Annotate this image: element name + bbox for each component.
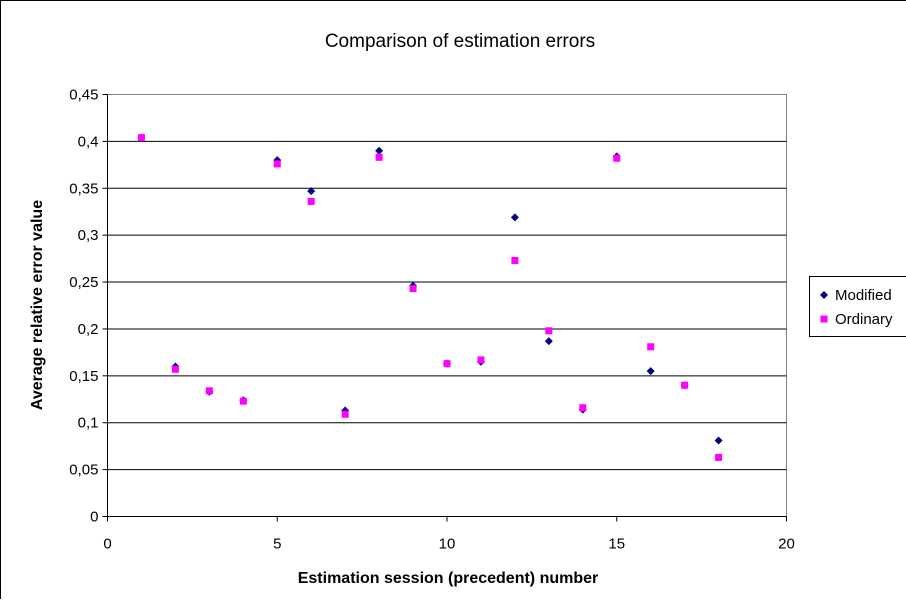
ordinary-point: [308, 198, 315, 205]
ordinary-point: [206, 387, 213, 394]
ordinary-point: [444, 360, 451, 367]
ordinary-point: [545, 327, 552, 334]
ordinary-point: [681, 382, 688, 389]
ordinary-point: [410, 285, 417, 292]
x-tick-label: 15: [608, 536, 625, 553]
plot-area: [108, 95, 787, 517]
y-tick-label: 0: [90, 509, 98, 526]
ordinary-point: [376, 154, 383, 161]
ordinary-point: [477, 356, 484, 363]
legend: Modified Ordinary: [810, 277, 906, 337]
legend-label-ordinary: Ordinary: [835, 311, 893, 328]
x-axis-label: Estimation session (precedent) number: [298, 570, 599, 587]
y-axis-label: Average relative error value: [29, 200, 46, 410]
ordinary-point: [274, 160, 281, 167]
ordinary-point: [240, 398, 247, 405]
ordinary-point: [579, 404, 586, 411]
y-tick-label: 0,2: [78, 321, 99, 338]
y-tick-label: 0,45: [69, 87, 98, 104]
ordinary-point: [647, 343, 654, 350]
y-tick-label: 0,1: [78, 415, 99, 432]
y-tick-label: 0,4: [78, 133, 99, 150]
chart-title: Comparison of estimation errors: [325, 31, 595, 52]
x-tick-label: 20: [778, 536, 795, 553]
x-tick-label: 0: [103, 536, 111, 553]
ordinary-point: [172, 366, 179, 373]
x-tick-label: 10: [439, 536, 456, 553]
ordinary-point: [715, 454, 722, 461]
y-tick-label: 0,35: [69, 180, 98, 197]
y-tick-label: 0,3: [78, 227, 99, 244]
y-tick-label: 0,25: [69, 274, 98, 291]
legend-marker-ordinary: [821, 316, 828, 323]
x-tick-label: 5: [273, 536, 281, 553]
legend-label-modified: Modified: [835, 287, 892, 304]
ordinary-point: [342, 411, 349, 418]
ordinary-point: [138, 134, 145, 141]
ordinary-point: [511, 257, 518, 264]
y-tick-label: 0,05: [69, 462, 98, 479]
y-tick-label: 0,15: [69, 368, 98, 385]
ordinary-point: [613, 155, 620, 162]
